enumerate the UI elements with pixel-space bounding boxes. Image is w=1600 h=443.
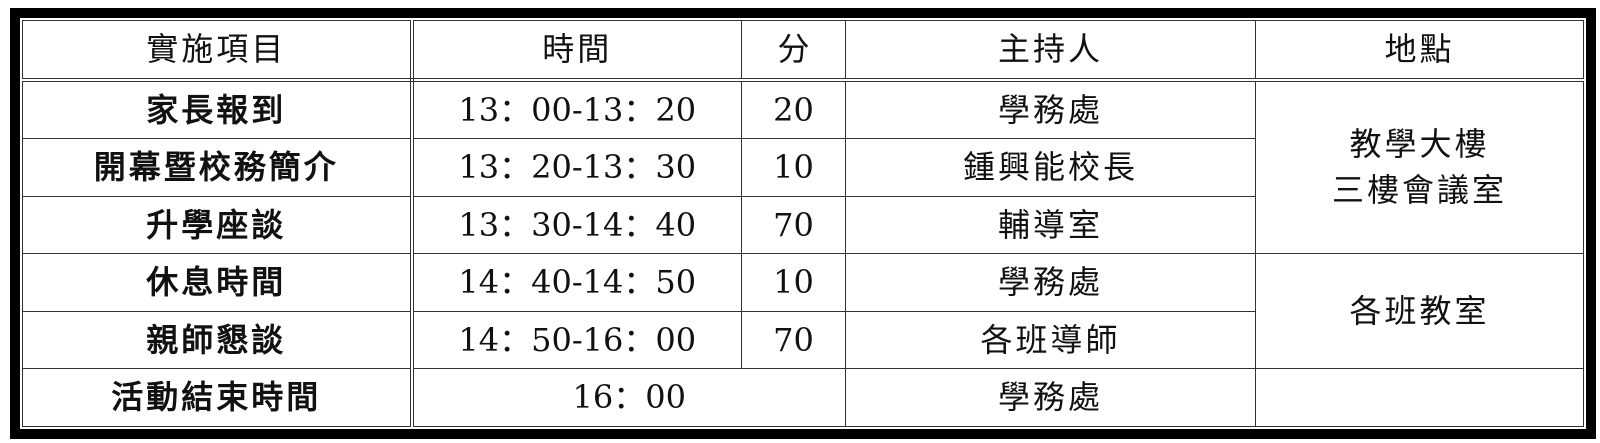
schedule-table: 實施項目 時間 分 主持人 地點 家長報到 13：00-13：20 20 學務處… — [22, 19, 1584, 427]
minutes-cell: 20 — [741, 79, 846, 140]
minutes-cell: 70 — [741, 195, 846, 255]
host-cell: 學務處 — [845, 253, 1256, 312]
item-cell: 家長報到 — [22, 79, 414, 140]
header-time: 時間 — [411, 19, 742, 82]
time-cell: 13：20-13：30 — [411, 138, 742, 197]
item-cell: 親師懇談 — [22, 310, 414, 370]
table-row: 活動結束時間 16：00 學務處 — [22, 368, 1584, 427]
header-item: 實施項目 — [22, 19, 414, 82]
host-cell: 學務處 — [845, 79, 1256, 140]
time-cell: 14：40-14：50 — [411, 253, 742, 312]
host-cell: 鍾興能校長 — [845, 138, 1256, 197]
header-host: 主持人 — [845, 19, 1256, 82]
time-cell: 13：30-14：40 — [411, 195, 742, 255]
table-row: 升學座談 13：30-14：40 70 輔導室 — [22, 195, 1584, 255]
location-cell: 教學大樓 三樓會議室 — [1255, 79, 1584, 255]
table-row: 家長報到 13：00-13：20 20 學務處 教學大樓三樓會議室 — [22, 79, 1584, 255]
time-cell: 16：00 — [411, 368, 846, 427]
host-cell: 輔導室 — [845, 195, 1256, 255]
header-minutes: 分 — [741, 19, 846, 82]
location-line: 教學大樓 — [1349, 125, 1490, 164]
minutes-cell: 10 — [741, 138, 846, 197]
location-cell: 各班教室 — [1255, 253, 1584, 370]
minutes-cell: 70 — [741, 310, 846, 370]
host-cell: 各班導師 — [845, 310, 1256, 370]
schedule-frame: 實施項目 時間 分 主持人 地點 家長報到 13：00-13：20 20 學務處… — [10, 8, 1596, 439]
item-cell: 活動結束時間 — [22, 368, 414, 427]
table-row: 休息時間 14：40-14：50 10 學務處 各班教室 — [22, 253, 1584, 370]
item-cell: 升學座談 — [22, 195, 414, 255]
location-line: 三樓會議室 — [1331, 171, 1507, 210]
item-cell: 開幕暨校務簡介 — [22, 138, 414, 197]
table-row: 親師懇談 14：50-16：00 70 各班導師 — [22, 310, 1584, 370]
time-cell: 13：00-13：20 — [411, 79, 742, 140]
header-row: 實施項目 時間 分 主持人 地點 — [22, 19, 1584, 82]
host-cell: 學務處 — [845, 368, 1256, 427]
header-location: 地點 — [1255, 19, 1584, 82]
minutes-cell: 10 — [741, 253, 846, 312]
time-cell: 14：50-16：00 — [411, 310, 742, 370]
item-cell: 休息時間 — [22, 253, 414, 312]
location-cell — [1255, 368, 1584, 427]
